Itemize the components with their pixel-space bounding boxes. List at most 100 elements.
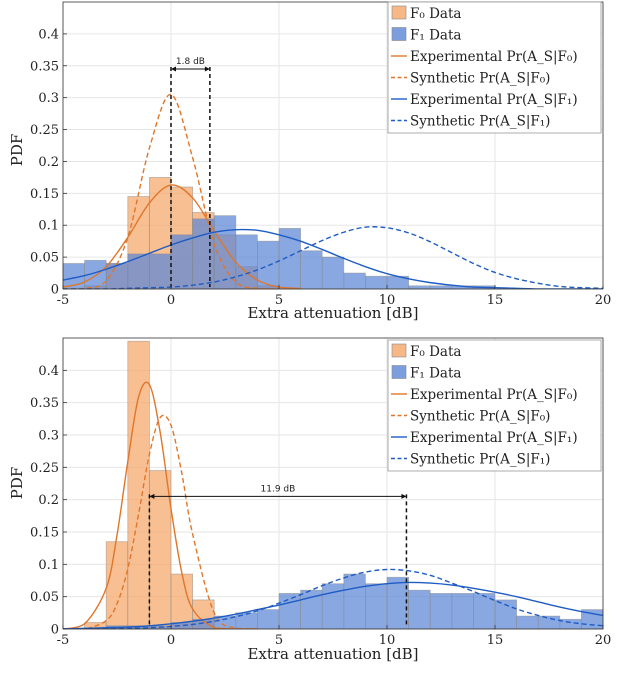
x-tick-label: 20 (595, 633, 612, 648)
histogram-bar (127, 340, 150, 630)
series-line-4 (63, 568, 603, 629)
series-line-1 (63, 381, 258, 629)
legend-swatch (391, 343, 407, 358)
axes-frame (62, 337, 604, 630)
y-axis-label: PDF (8, 467, 26, 500)
histogram-bar (148, 470, 172, 630)
histogram-f1 (62, 215, 496, 290)
annotation-arrowhead-left (171, 66, 176, 72)
legend-label: Experimental Pr(A_S|F₁) (410, 92, 578, 108)
y-tick-label: 0.4 (38, 27, 59, 42)
annotation-label: 11.9 dB (261, 484, 296, 494)
histogram-bar (537, 615, 561, 630)
histogram-bar (386, 576, 410, 630)
annotation-arrowhead-right (204, 66, 210, 72)
series-line-2 (63, 93, 280, 289)
x-tick-label: -5 (57, 293, 70, 308)
x-tick-label: 5 (275, 293, 283, 308)
annotation-arrowhead-left (149, 493, 155, 499)
legend-swatch (391, 27, 407, 41)
legend-label: F₁ Data (410, 28, 461, 44)
histogram-bar (364, 275, 388, 290)
series-line-1 (63, 184, 301, 289)
legend-label: Synthetic Pr(A_S|F₁) (410, 452, 550, 468)
x-tick-label: 15 (487, 633, 504, 648)
legend-label: Experimental Pr(A_S|F₀) (410, 49, 578, 65)
x-axis-label: Extra attenuation [dB] (247, 645, 418, 663)
histogram-bar (192, 218, 215, 290)
series-line-4 (63, 226, 603, 289)
annotation-arrowhead-right (401, 493, 407, 499)
y-axis-label: PDF (8, 134, 26, 167)
histogram-bar (343, 573, 366, 630)
legend-label: Synthetic Pr(A_S|F₀) (410, 409, 550, 425)
legend: F₀ Data F₁ Data Experimental Pr(A_S|F₀) Syn… (387, 339, 602, 472)
x-tick-label: 15 (487, 293, 504, 308)
histogram-bar (105, 541, 129, 630)
y-tick-label: 0.4 (38, 364, 59, 379)
histogram-f0 (84, 340, 215, 630)
histogram-bar (408, 589, 431, 630)
legend-swatch (391, 365, 407, 379)
legend: F₀ Data F₁ Data Experimental Pr(A_S|F₀) Syn… (387, 1, 602, 134)
y-tick-label: 0.05 (30, 251, 59, 266)
x-axis-label: Extra attenuation [dB] (247, 304, 418, 322)
histogram-bar (278, 593, 302, 630)
legend-label: Synthetic Pr(A_S|F₀) (410, 71, 550, 87)
legend-box (387, 339, 602, 472)
histogram-bar (559, 618, 582, 630)
histogram-bar (343, 272, 366, 290)
x-tick-label: 5 (275, 633, 283, 648)
y-tick-label: 0.2 (38, 493, 59, 508)
histogram-bar (429, 285, 453, 290)
y-tick-label: 0.3 (38, 91, 59, 106)
histogram-bar (364, 583, 388, 630)
series-line-3 (63, 581, 603, 629)
histogram-bar (451, 593, 474, 630)
axes-frame (62, 1, 604, 290)
histogram-bar (408, 285, 431, 290)
y-tick-label: 0 (51, 623, 59, 638)
x-tick-label: 0 (167, 633, 175, 648)
legend-label: F₁ Data (410, 366, 461, 382)
legend-label: Experimental Pr(A_S|F₁) (410, 430, 578, 446)
y-tick-label: 0 (51, 283, 59, 298)
histogram-bar (170, 234, 194, 290)
legend-label: F₀ Data (410, 6, 461, 22)
chart-panel-2: 11.9 dB-5 0 5 10 15 2000.050.10.150.20.250.30… (8, 337, 612, 663)
histogram-bar (429, 593, 453, 630)
legend-box (387, 1, 602, 134)
x-tick-label: 10 (379, 293, 396, 308)
series-line-3 (63, 228, 603, 289)
y-tick-label: 0.35 (30, 59, 59, 74)
legend-label: F₀ Data (410, 344, 461, 360)
histogram-bar (127, 253, 150, 290)
y-tick-label: 0.3 (38, 429, 59, 444)
histogram-bar (300, 250, 323, 290)
histogram-bar (148, 253, 172, 290)
y-tick-label: 0.25 (30, 123, 59, 138)
x-tick-label: 10 (379, 633, 396, 648)
annotation-label: 1.8 dB (176, 57, 205, 67)
y-tick-label: 0.35 (30, 396, 59, 411)
y-tick-label: 0.1 (38, 219, 59, 234)
y-tick-label: 0.1 (38, 558, 59, 573)
x-tick-label: -5 (57, 633, 70, 648)
y-tick-label: 0.15 (30, 187, 59, 202)
legend-label: Synthetic Pr(A_S|F₁) (410, 114, 550, 130)
legend-label: Experimental Pr(A_S|F₀) (410, 387, 578, 403)
annotation-gap: 11.9 dB (148, 484, 408, 627)
x-tick-label: 20 (595, 293, 612, 308)
histogram-bar (235, 234, 258, 290)
histogram-bar (516, 615, 539, 630)
histogram-bar (256, 609, 280, 630)
chart-panel-1: 1.8 dB-5 0 5 10 15 2000.050.10.150.20.250.30.… (8, 1, 612, 322)
histogram-bar (321, 256, 345, 290)
annotation-gap: 1.8 dB (170, 57, 211, 287)
x-tick-label: 0 (167, 293, 175, 308)
y-tick-label: 0.05 (30, 590, 59, 605)
y-tick-label: 0.2 (38, 155, 59, 170)
series-line-2 (63, 414, 258, 629)
histogram-f1 (105, 573, 604, 630)
